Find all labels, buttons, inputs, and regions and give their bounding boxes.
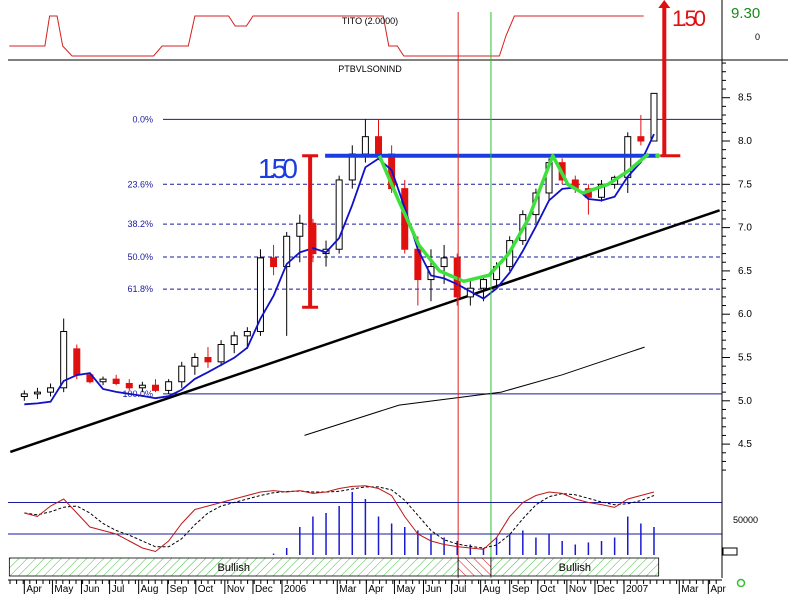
- candle-body: [348, 153, 356, 181]
- candle-body: [270, 257, 278, 268]
- candle-body: [86, 374, 94, 383]
- candle-body: [178, 365, 186, 383]
- trend-band-label: Bullish: [559, 562, 591, 574]
- time-axis-label: Apr: [368, 584, 384, 595]
- price-axis-label: 7.0: [738, 223, 752, 234]
- candle-body: [283, 235, 291, 268]
- time-axis-label: Aug: [141, 584, 159, 595]
- trend-band-segment: [490, 557, 660, 577]
- price-axis-label: 4.5: [738, 439, 752, 450]
- cup-and-handle-curve: [377, 152, 650, 284]
- time-axis-label: Oct: [540, 584, 556, 595]
- candle-body: [440, 257, 448, 268]
- tito-line: [9, 15, 644, 57]
- price-panel: 0.0% 23.6% 38.2% 50.0% 61.8% 100.0%: [9, 12, 722, 578]
- candle-body: [427, 266, 435, 281]
- time-axis-label: Nov: [227, 584, 245, 595]
- candle-body: [73, 348, 81, 376]
- candle-body: [230, 335, 238, 346]
- trend-band: Bullish Bullish: [8, 557, 660, 577]
- time-axis-label: May: [54, 584, 73, 595]
- candle-body: [217, 344, 225, 363]
- tito-indicator-title: TITO (2.0000): [342, 16, 398, 26]
- candle-body: [20, 393, 28, 397]
- time-axis-label: May: [396, 584, 415, 595]
- time-axis-label: Apr: [26, 584, 42, 595]
- time-axis-label: Oct: [198, 584, 214, 595]
- time-axis-label: Aug: [483, 584, 501, 595]
- trend-band-label: Bullish: [218, 562, 250, 574]
- candle-body: [637, 136, 645, 142]
- trend-band-segment: [457, 557, 492, 577]
- candle-body: [204, 357, 212, 363]
- candle-body: [112, 378, 120, 384]
- target-value-label: 9.30: [731, 5, 760, 22]
- candle-body: [243, 331, 251, 337]
- price-axis-label: 6.5: [738, 266, 752, 277]
- fib-level-label: 23.6%: [127, 179, 153, 189]
- time-axis-label: 2007: [626, 584, 649, 595]
- time-axis-label: Dec: [597, 584, 615, 595]
- tito-indicator-panel: [9, 15, 644, 57]
- fib-level-label: 0.0%: [132, 114, 153, 124]
- candle-body: [152, 384, 160, 391]
- candle-body: [33, 391, 41, 395]
- support-trendline: [9, 209, 721, 454]
- time-axis-label: Jul: [454, 584, 467, 595]
- time-axis-label: 2006: [284, 584, 307, 595]
- candle-body: [256, 257, 264, 333]
- candle-body: [191, 357, 199, 367]
- target-arrow-head: [658, 0, 671, 8]
- price-axis-label: 7.5: [738, 179, 752, 190]
- time-axis-label: Nov: [569, 584, 587, 595]
- time-axis-label: Jun: [425, 584, 441, 595]
- tito-zero-label: 0: [755, 32, 760, 42]
- candle-body: [60, 331, 68, 389]
- long-moving-average: [304, 346, 645, 436]
- time-axis-label: Apr: [710, 584, 726, 595]
- oscillator-signal-line: [24, 486, 655, 549]
- time-axis-label: Jul: [112, 584, 125, 595]
- breakout-point: [655, 153, 661, 159]
- candle-body: [335, 179, 343, 250]
- time-axis-label: Dec: [255, 584, 273, 595]
- candle-body: [650, 92, 658, 142]
- axes: 8.5 8.0 7.5 7.0 6.5 6.0 5.5 5.0 4.5 Apr May Jun Jul A…: [8, 0, 752, 595]
- price-axis-label: 6.0: [738, 309, 752, 320]
- fib-level-label: 50.0%: [127, 252, 153, 262]
- candle-body: [125, 382, 133, 389]
- fib-level-label: 38.2%: [127, 219, 153, 229]
- annotations: 1.50 1.50 9.30: [258, 0, 760, 309]
- price-axis-label: 8.5: [738, 93, 752, 104]
- short-moving-average: [24, 133, 655, 406]
- candle-body: [99, 378, 107, 383]
- candle-body: [361, 136, 369, 155]
- time-axis-label: Mar: [339, 584, 357, 595]
- status-indicator-icon: [736, 578, 746, 588]
- panel-toggle-icon[interactable]: [722, 547, 738, 556]
- price-axis-label: 8.0: [738, 136, 752, 147]
- target-label: 1.50: [672, 6, 706, 31]
- candle-body: [138, 384, 146, 389]
- time-axis-label: Mar: [681, 584, 699, 595]
- depth-label: 1.50: [258, 153, 298, 184]
- oscillator-volume-panel: 50000: [8, 485, 758, 555]
- price-axis-label: 5.0: [738, 396, 752, 407]
- volume-axis-label: 50000: [733, 515, 758, 525]
- fib-level-label: 61.8%: [127, 284, 153, 294]
- candle-body: [375, 136, 383, 155]
- candle-body: [598, 183, 606, 198]
- candle-body: [165, 381, 173, 391]
- price-axis-label: 5.5: [738, 353, 752, 364]
- time-axis-label: Sep: [170, 584, 188, 595]
- candle-body: [479, 279, 487, 289]
- candle-body: [47, 387, 55, 393]
- oscillator-line: [24, 485, 655, 553]
- time-axis-label: Jun: [83, 584, 99, 595]
- candle-body: [296, 222, 304, 237]
- instrument-name: PTBVLSONIND: [338, 64, 402, 74]
- fib-level-label: 100.0%: [122, 389, 153, 399]
- time-axis-label: Sep: [512, 584, 530, 595]
